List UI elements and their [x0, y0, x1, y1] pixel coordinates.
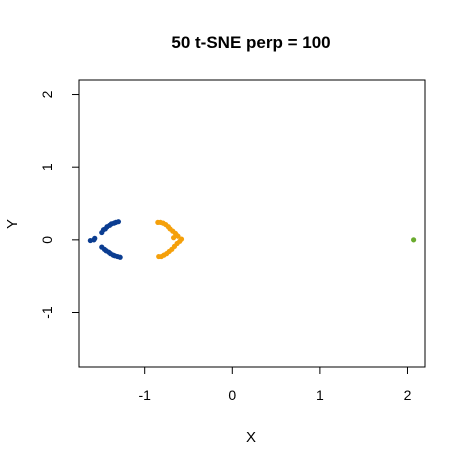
data-point [156, 253, 162, 260]
y-tick-label: 2 [39, 90, 55, 98]
data-point [117, 254, 123, 260]
y-tick-label: 0 [39, 236, 55, 244]
y-tick-label: -1 [39, 306, 55, 319]
x-tick-label: 2 [404, 387, 412, 403]
x-tick-label: 1 [316, 387, 324, 403]
plot-frame [78, 79, 426, 368]
x-axis: -1 0 1 2 [138, 366, 412, 403]
x-tick-label: 0 [228, 387, 236, 403]
data-point [411, 237, 417, 243]
data-point [173, 232, 179, 238]
data-point [115, 219, 122, 225]
y-axis-label: Y [4, 219, 21, 229]
x-axis-label: X [246, 429, 256, 446]
data-points [87, 219, 417, 260]
data-point [92, 235, 98, 241]
chart-title: 50 t-SNE perp = 100 [171, 33, 330, 52]
y-axis: -1 0 1 2 [39, 90, 80, 319]
x-tick-label: -1 [138, 387, 151, 403]
y-tick-label: 1 [39, 163, 55, 171]
